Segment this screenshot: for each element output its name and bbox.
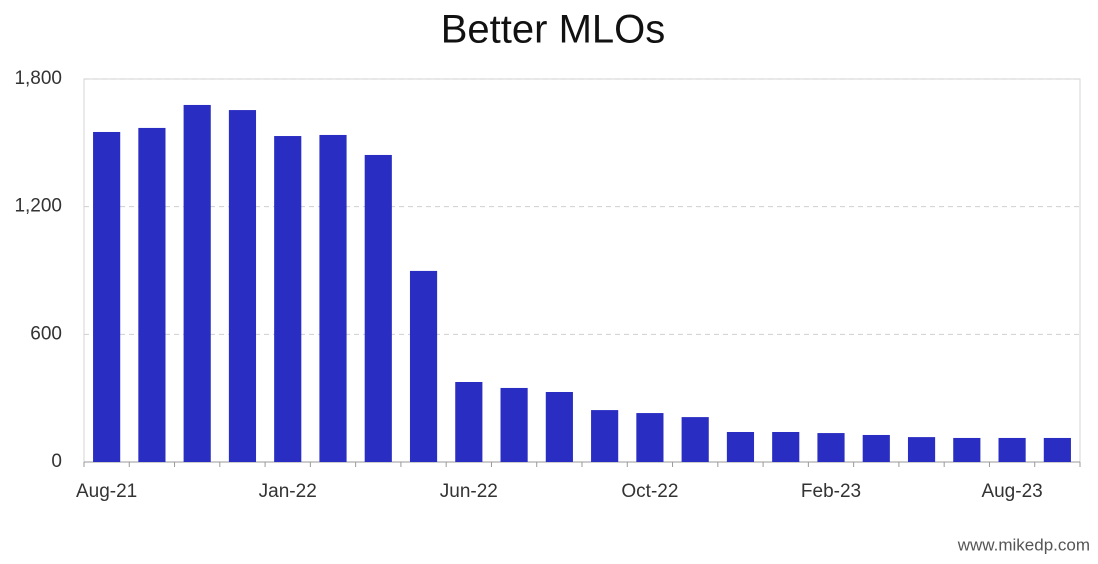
source: www.mikedp.com [957,535,1090,554]
bar [681,417,709,462]
bar [138,127,166,462]
bar [817,433,845,462]
x-tick-label: Oct-22 [621,481,678,502]
x-tick-label: Aug-23 [981,481,1042,502]
bar [93,131,121,462]
bar [455,381,483,462]
bar [274,136,302,462]
bar [319,134,347,462]
bar [364,154,392,462]
y-tick-label: 1,800 [14,68,62,89]
y-tick-label: 0 [51,451,62,472]
bar [772,431,800,462]
bar [228,110,257,462]
bar [862,434,890,462]
x-tick-label: Feb-23 [801,481,861,502]
bar [953,437,981,462]
x-tick-label: Jan-22 [259,481,317,502]
bar [636,413,664,462]
chart-title: Better MLOs [441,8,666,52]
x-tick-label: Jun-22 [440,481,498,502]
bar [409,270,438,462]
y-tick-label: 600 [30,323,62,344]
bar [591,410,619,462]
x-tick-label: Aug-21 [76,481,137,502]
bar [545,391,573,462]
bar [998,437,1026,462]
y-tick-label: 1,200 [14,196,62,217]
bar [500,387,528,462]
bar [1043,437,1071,462]
bar [183,104,211,462]
bar [726,431,755,462]
bar [907,437,936,462]
